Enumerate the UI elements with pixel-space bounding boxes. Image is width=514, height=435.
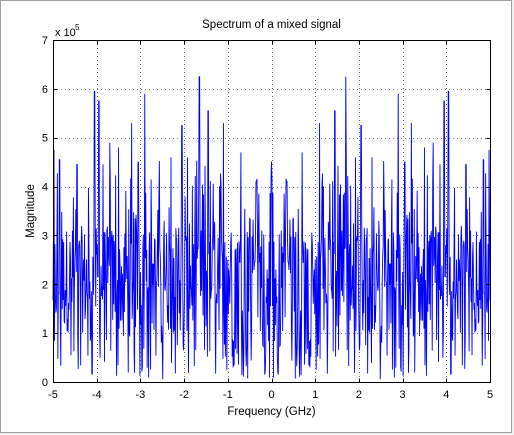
y-tick-label: 3 [42, 230, 48, 242]
x-tick-label: -5 [48, 389, 58, 401]
y-tick-label: 2 [42, 279, 48, 291]
y-tick-label: 1 [42, 328, 48, 340]
x-tick-label: -3 [136, 389, 146, 401]
x-tick-label: 4 [443, 389, 449, 401]
y-tick-label: 7 [42, 35, 48, 47]
spectrum-series-line [52, 76, 491, 380]
y-tick-label: 0 [42, 377, 48, 389]
x-tick-label: 2 [356, 389, 362, 401]
x-axis-label: Frequency (GHz) [227, 406, 315, 418]
y-tick-label: 6 [42, 84, 48, 96]
chart-title: Spectrum of a mixed signal [202, 19, 341, 31]
x-tick-label: 3 [400, 389, 406, 401]
y-exponent-power: 5 [75, 23, 80, 32]
y-exponent-label: x 10 [55, 27, 76, 39]
x-tick-label: -4 [92, 389, 102, 401]
x-tick-label: 1 [312, 389, 318, 401]
axis-ticks: -5 -4 -3 -2 -1 0 1 2 3 4 5 0 1 2 3 4 5 6 7 [42, 35, 493, 401]
series-layer [52, 76, 491, 380]
x-tick-label: -1 [223, 389, 233, 401]
grid-lines [53, 40, 490, 382]
y-tick-label: 4 [42, 182, 48, 194]
y-tick-label: 5 [42, 133, 48, 145]
x-tick-label: 5 [487, 389, 493, 401]
x-tick-label: 0 [268, 389, 274, 401]
x-tick-label: -2 [179, 389, 189, 401]
y-axis-label: Magnitude [25, 184, 37, 238]
